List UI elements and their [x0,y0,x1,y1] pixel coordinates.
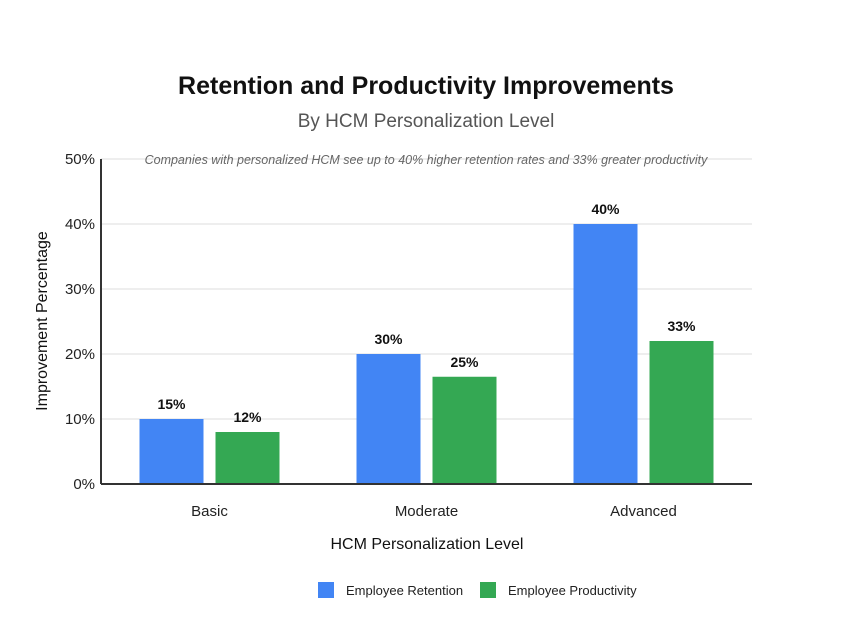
data-label: 40% [591,201,620,217]
chart-title: Retention and Productivity Improvements [178,72,674,100]
bar-employee-retention-basic [139,419,204,484]
legend-label: Employee Retention [346,583,463,598]
data-label: 33% [667,318,696,334]
bar-employee-productivity-moderate [432,376,497,484]
y-axis-title: Improvement Percentage [34,231,51,411]
y-tick-label: 30% [65,281,95,298]
x-axis-title: HCM Personalization Level [331,536,524,553]
data-label: 25% [450,354,479,370]
data-label: 30% [374,331,403,347]
bar-employee-productivity-advanced [649,341,714,484]
chart-annotation: Companies with personalized HCM see up t… [145,153,709,167]
legend: Employee Retention Employee Productivity [318,582,637,598]
bar-employee-retention-advanced [573,224,638,484]
x-category-label: Advanced [610,503,677,520]
bar-employee-retention-moderate [356,354,421,484]
data-label: 12% [233,409,262,425]
y-tick-label: 40% [65,216,95,233]
data-labels: 15% 12% 30% 25% 40% 33% [157,201,696,425]
x-category-label: Basic [191,503,228,520]
bars [139,224,714,484]
y-axis-ticks: 0% 10% 20% 30% 40% 50% [65,151,95,493]
y-tick-label: 10% [65,411,95,428]
x-category-label: Moderate [395,503,458,520]
bar-employee-productivity-basic [215,432,280,484]
y-tick-label: 0% [73,476,95,493]
gridlines [101,158,752,420]
chart-subtitle: By HCM Personalization Level [298,111,555,132]
y-tick-label: 20% [65,346,95,363]
y-tick-label: 50% [65,151,95,168]
data-label: 15% [157,396,186,412]
legend-label: Employee Productivity [508,583,637,598]
legend-swatch [318,582,334,598]
legend-swatch [480,582,496,598]
x-axis-categories: Basic Moderate Advanced [191,503,677,520]
